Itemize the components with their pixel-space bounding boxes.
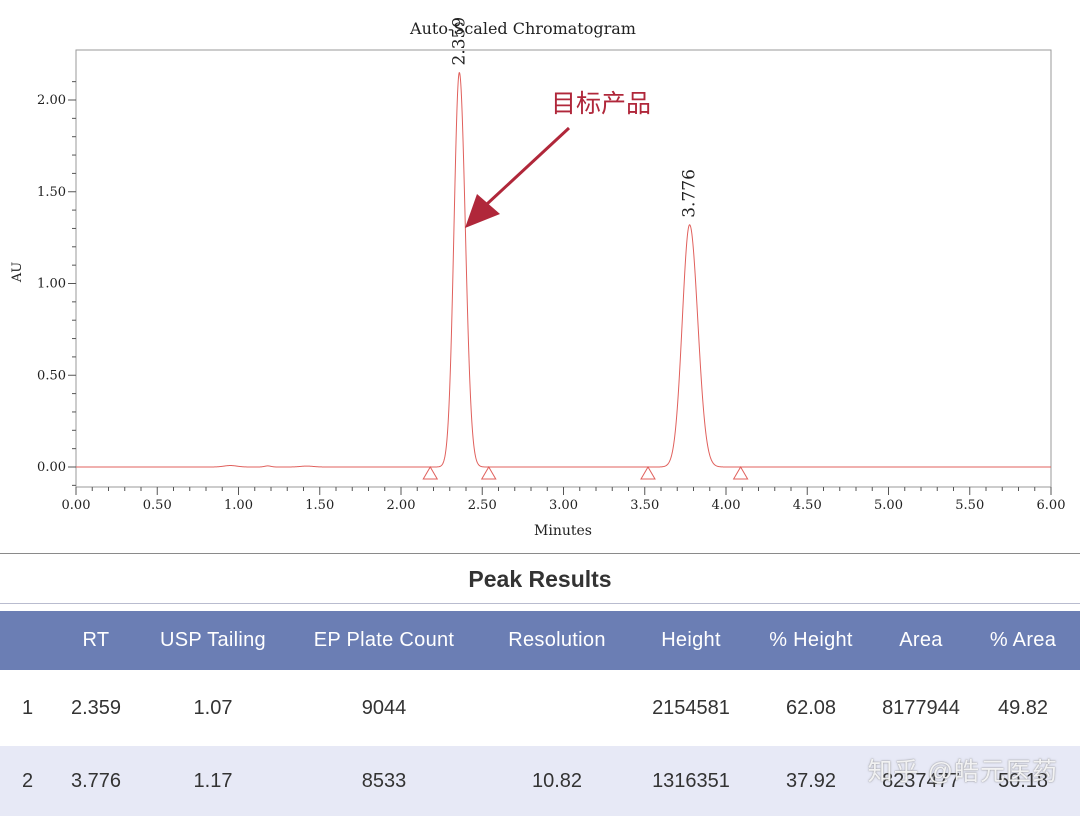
baseline-marker [640, 466, 656, 480]
x-axis-label: Minutes [534, 523, 592, 539]
y-axis-label: AU [10, 262, 25, 283]
column-header-height: Height [636, 611, 746, 670]
baseline-marker [732, 466, 749, 480]
baseline-marker [480, 466, 497, 480]
y-tick-label: 0.00 [37, 460, 66, 475]
peak-rt-label: 2.359 [449, 17, 469, 66]
x-tick-label: 5.50 [955, 498, 984, 513]
target-product-annotation: 目标产品 [551, 89, 651, 118]
column-header-usp-tailing: USP Tailing [136, 611, 290, 670]
peak-results-title: Peak Results [468, 566, 612, 592]
cell-height: 1316351 [636, 746, 746, 816]
x-axis-ticks: 0.00 0.50 1.00 1.50 2.00 2.50 3.00 3.50 4.00 4.50… [62, 487, 1066, 513]
chromatogram-trace [76, 72, 1051, 468]
column-header-rt: RT [56, 611, 136, 670]
cell-rt: 3.776 [56, 746, 136, 816]
x-tick-label: 2.50 [468, 498, 497, 513]
title-rule [0, 603, 1080, 604]
x-tick-label: 5.00 [874, 498, 903, 513]
column-header-ep-plate-count: EP Plate Count [290, 611, 478, 670]
table-row: 1 2.359 1.07 9044 2154581 62.08 8177944 … [0, 670, 1080, 746]
cell-index: 2 [0, 746, 56, 816]
baseline-marker [422, 466, 439, 480]
cell-ep-plate-count: 8533 [290, 746, 478, 816]
peak-results-table: RT USP Tailing EP Plate Count Resolution… [0, 611, 1080, 816]
column-header-resolution: Resolution [478, 611, 636, 670]
cell-ep-plate-count: 9044 [290, 670, 478, 746]
section-divider [0, 553, 1080, 554]
y-tick-label: 2.00 [37, 93, 66, 108]
column-header-pct-height: % Height [746, 611, 876, 670]
y-tick-label: 1.50 [37, 185, 66, 200]
x-tick-label: 2.00 [387, 498, 416, 513]
cell-pct-area: 49.82 [966, 670, 1080, 746]
cell-pct-area: 50.18 [966, 746, 1080, 816]
column-header-pct-area: % Area [966, 611, 1080, 670]
x-tick-label: 1.50 [305, 498, 334, 513]
table-row: 2 3.776 1.17 8533 10.82 1316351 37.92 82… [0, 746, 1080, 816]
x-tick-label: 0.00 [62, 498, 91, 513]
y-tick-label: 0.50 [37, 368, 66, 383]
column-header-area: Area [876, 611, 966, 670]
watermark: 知乎 @皓元医药 [867, 758, 1058, 786]
cell-rt: 2.359 [56, 670, 136, 746]
target-product-arrow [465, 126, 571, 228]
baseline-markers [422, 466, 749, 480]
column-header-index [0, 611, 56, 670]
cell-usp-tailing: 1.17 [136, 746, 290, 816]
cell-usp-tailing: 1.07 [136, 670, 290, 746]
cell-area: 8237477 [876, 746, 966, 816]
cell-resolution [478, 670, 636, 746]
x-tick-label: 4.00 [712, 498, 741, 513]
table-header-row: RT USP Tailing EP Plate Count Resolution… [0, 611, 1080, 670]
x-tick-label: 0.50 [143, 498, 172, 513]
peak-labels: 2.359 3.776 [449, 17, 699, 218]
x-tick-label: 4.50 [793, 498, 822, 513]
cell-pct-height: 37.92 [746, 746, 876, 816]
cell-area: 8177944 [876, 670, 966, 746]
x-tick-label: 3.00 [549, 498, 578, 513]
cell-pct-height: 62.08 [746, 670, 876, 746]
peak-rt-label: 3.776 [680, 169, 700, 218]
x-tick-label: 6.00 [1037, 498, 1066, 513]
cell-height: 2154581 [636, 670, 746, 746]
x-tick-label: 1.00 [224, 498, 253, 513]
y-tick-label: 1.00 [37, 277, 66, 292]
chromatogram-svg: Auto-Scaled Chromatogram Minutes AU 0.00… [10, 17, 1066, 539]
chromatogram-chart: Auto-Scaled Chromatogram Minutes AU 0.00… [10, 17, 1066, 539]
chart-title: Auto-Scaled Chromatogram [409, 19, 636, 38]
cell-index: 1 [0, 670, 56, 746]
cell-resolution: 10.82 [478, 746, 636, 816]
x-tick-label: 3.50 [630, 498, 659, 513]
y-axis-ticks: 0.00 0.50 1.00 1.50 2.00 [37, 81, 76, 486]
